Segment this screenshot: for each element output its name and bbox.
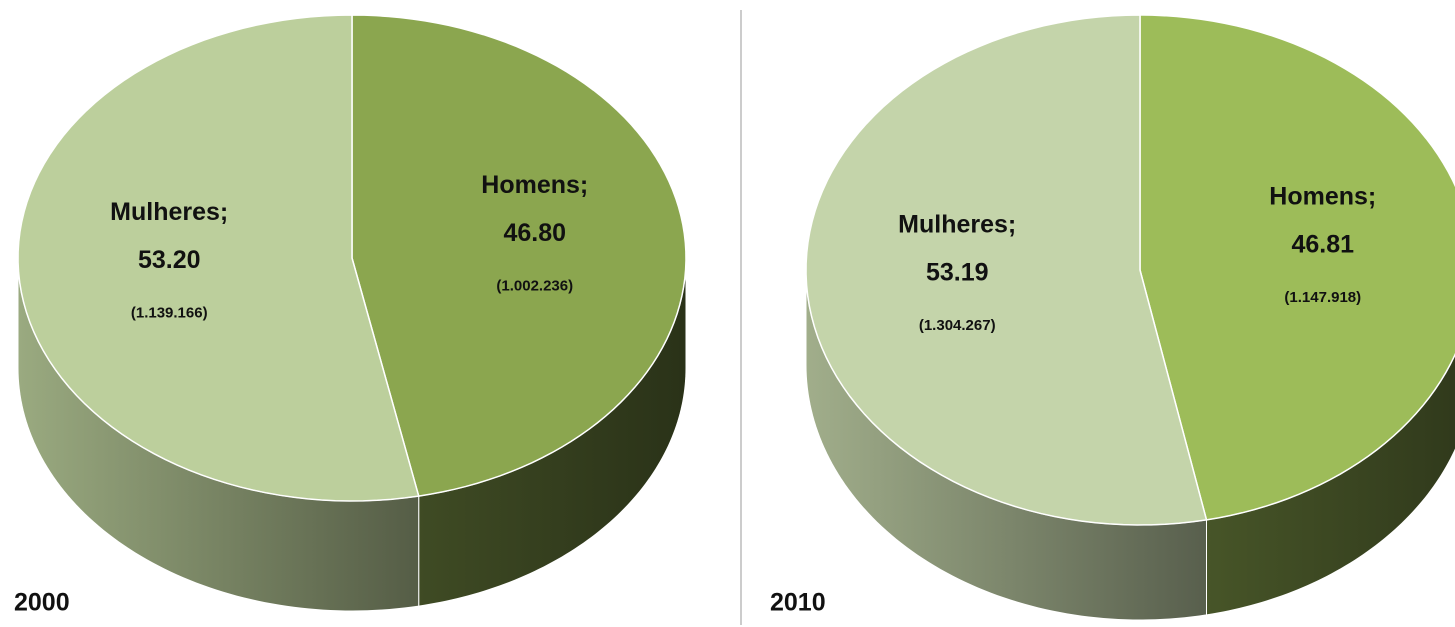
count-label: (1.147.918): [1284, 289, 1361, 306]
year-label: 2010: [770, 589, 826, 617]
value-label: 46.80: [503, 219, 566, 247]
count-label: (1.304.267): [919, 317, 996, 334]
slice: [351, 14, 687, 497]
year-label: 2000: [14, 589, 70, 617]
slice: [17, 14, 420, 502]
count-label: (1.002.236): [496, 278, 573, 295]
slice: [805, 14, 1208, 526]
count-label: (1.139.166): [131, 304, 208, 321]
slice-label: Mulheres;: [898, 211, 1016, 239]
slice-label: Homens;: [481, 171, 588, 199]
slice-label: Homens;: [1269, 183, 1376, 211]
value-label: 53.20: [138, 246, 201, 274]
slice: [1139, 14, 1455, 521]
value-label: 46.81: [1291, 231, 1354, 259]
value-label: 53.19: [926, 259, 989, 287]
slice-label: Mulheres;: [110, 198, 228, 226]
